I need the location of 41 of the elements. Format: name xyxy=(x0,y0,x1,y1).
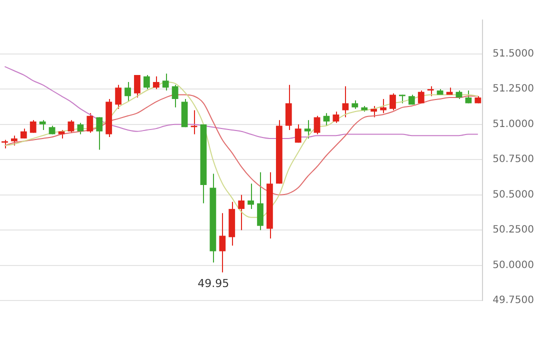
candlestick xyxy=(285,84,292,130)
candlestick xyxy=(294,124,302,144)
candlestick xyxy=(152,76,160,90)
candlestick xyxy=(390,92,396,111)
candlestick xyxy=(304,120,311,139)
candlestick xyxy=(465,90,472,104)
candlestick xyxy=(427,86,434,97)
y-tick-label: 49.7500 xyxy=(492,295,534,306)
candlestick xyxy=(323,112,330,126)
candlestick xyxy=(332,111,340,124)
candlestick xyxy=(77,122,84,135)
y-tick-label: 51.5000 xyxy=(492,48,534,60)
candlestick xyxy=(219,212,226,273)
candlestick xyxy=(115,84,122,110)
candlestick xyxy=(370,106,378,118)
candlestick xyxy=(162,73,169,92)
candlestick xyxy=(20,128,27,139)
candlestick xyxy=(257,172,264,231)
candlestick xyxy=(11,135,18,146)
candlestick xyxy=(248,183,254,210)
candlestick xyxy=(238,194,245,231)
candlestick xyxy=(380,98,386,114)
candlestick xyxy=(342,86,349,118)
candlestick xyxy=(134,74,140,98)
candlestick xyxy=(314,115,320,135)
y-tick-label: 50.5000 xyxy=(492,189,534,200)
candlestick xyxy=(39,120,46,130)
y-tick-label: 51.2500 xyxy=(492,84,534,95)
candlestick xyxy=(68,120,74,134)
y-tick-label: 51.0000 xyxy=(492,118,534,130)
candlestick xyxy=(143,74,150,90)
y-tick-label: 50.0000 xyxy=(492,260,534,271)
candlestick xyxy=(418,90,424,104)
candlestick xyxy=(86,112,94,134)
candlestick xyxy=(172,84,178,108)
y-tick-label: 50.2500 xyxy=(492,224,534,236)
candlestick xyxy=(96,116,103,150)
candlestick xyxy=(30,120,36,134)
annotation: 49.95 xyxy=(198,276,230,290)
y-tick-label: 50.7500 xyxy=(492,154,534,166)
candlestick xyxy=(124,82,131,102)
